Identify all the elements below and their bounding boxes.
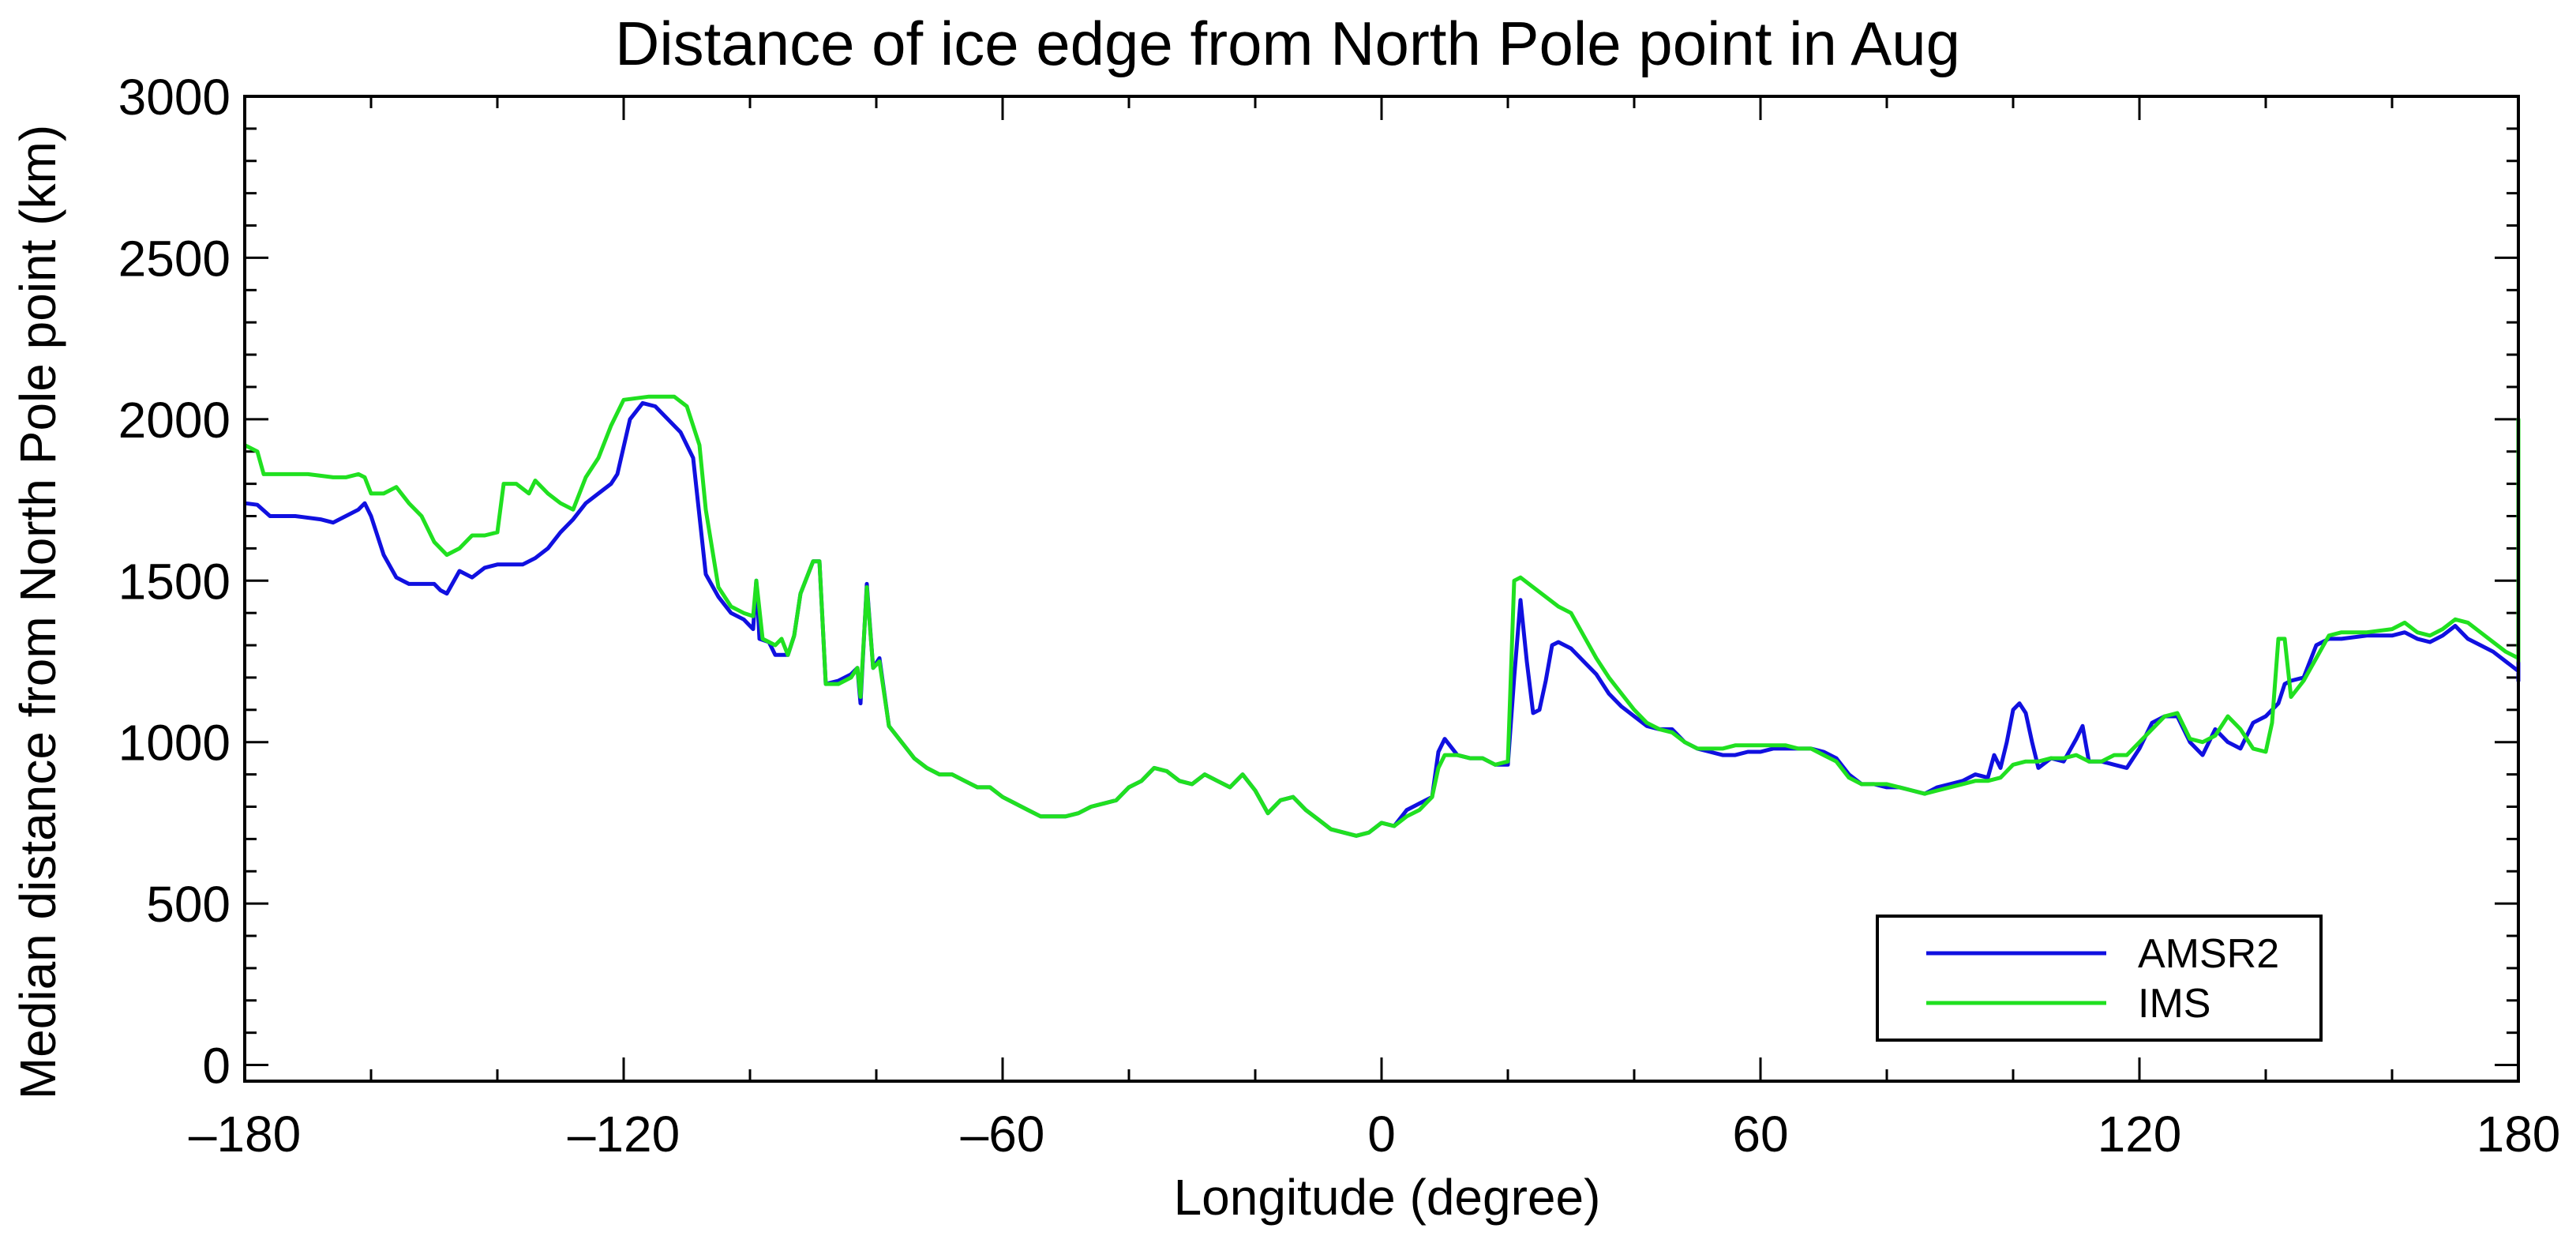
legend-box <box>1876 915 2323 1042</box>
legend-label-ims: IMS <box>2138 981 2210 1027</box>
x-tick-label: 180 <box>2477 1106 2561 1162</box>
y-tick-label: 2500 <box>118 230 231 287</box>
series-lines <box>243 394 2521 838</box>
y-tick-label: 3000 <box>118 69 231 126</box>
legend-label-amsr2: AMSR2 <box>2138 931 2279 977</box>
x-tick-label: 60 <box>1732 1106 1788 1162</box>
y-tick-label: 1500 <box>118 553 231 610</box>
x-tick-label: –120 <box>568 1106 680 1162</box>
x-tick-label: 0 <box>1367 1106 1396 1162</box>
x-tick-label: –180 <box>189 1106 301 1162</box>
series-line-ims <box>243 394 2521 838</box>
chart-title: Distance of ice edge from North Pole poi… <box>615 9 1960 78</box>
legend: AMSR2 IMS <box>1876 915 2323 1042</box>
x-tick-label: 120 <box>2098 1106 2182 1162</box>
y-tick-label: 2000 <box>118 392 231 449</box>
x-tick-label: –60 <box>961 1106 1045 1162</box>
axis-tick-labels: –180 –120 –60 0 60 120 180 0 500 1000 1500 2000 2500… <box>118 69 2561 1162</box>
y-tick-label: 0 <box>202 1038 231 1095</box>
plot-frame <box>243 95 2520 1083</box>
y-axis-label: Median distance from North Pole point (k… <box>9 125 66 1099</box>
y-tick-label: 1000 <box>118 715 231 772</box>
series-line-amsr2 <box>244 400 2521 838</box>
x-axis-label: Longitude (degree) <box>1174 1169 1601 1226</box>
y-tick-label: 500 <box>146 876 231 933</box>
